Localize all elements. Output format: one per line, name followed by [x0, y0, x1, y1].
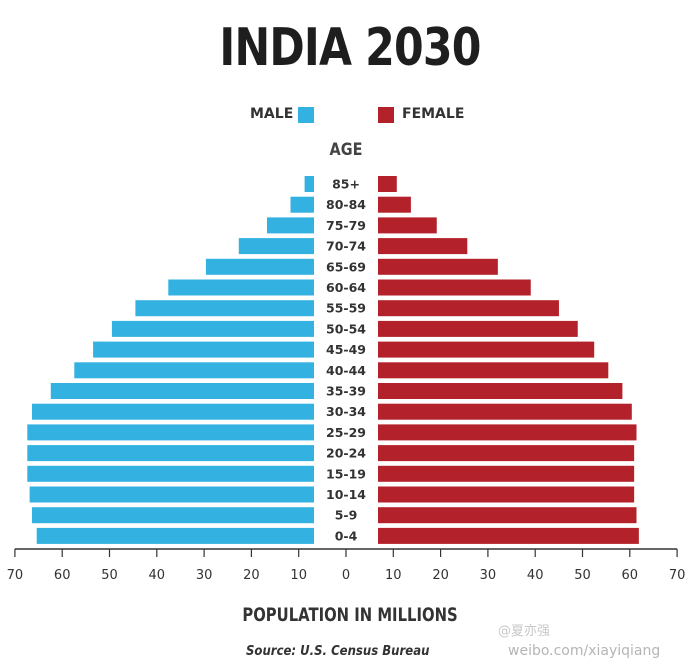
female-bar-50-54	[378, 320, 578, 337]
male-bar-40-44	[74, 362, 314, 379]
male-bar-20-24	[27, 445, 315, 462]
female-bar-0-4	[378, 527, 639, 544]
x-tick-label: 40	[527, 568, 544, 583]
female-bar-55-59	[378, 300, 559, 317]
male-bar-65-69	[205, 258, 314, 275]
female-bar-30-34	[378, 403, 632, 420]
age-label-40-44: 40-44	[326, 363, 366, 378]
female-bar-65-69	[378, 258, 498, 275]
male-bar-25-29	[27, 424, 315, 441]
x-tick-label: 20	[432, 568, 449, 583]
female-bar-25-29	[378, 424, 637, 441]
x-tick-label: 40	[149, 568, 166, 583]
male-bars	[27, 176, 315, 544]
chart-title: INDIA 2030	[219, 18, 481, 78]
female-bar-70-74	[378, 238, 468, 255]
female-bars	[378, 176, 639, 544]
male-bar-30-34	[32, 403, 314, 420]
x-tick-label: 60	[622, 568, 639, 583]
age-label-10-14: 10-14	[326, 487, 366, 502]
age-label-65-69: 65-69	[326, 259, 366, 274]
x-tick-label: 10	[290, 568, 307, 583]
legend-male-label: MALE	[250, 106, 294, 122]
x-axis: 70 60 50 40 30 20 10 0 10 20 30 40 50 60 70	[7, 548, 686, 583]
x-tick-label: 70	[669, 568, 686, 583]
male-bar-75-79	[267, 217, 314, 234]
age-label-35-39: 35-39	[326, 384, 366, 399]
female-bar-80-84	[378, 196, 411, 213]
female-bar-20-24	[378, 445, 635, 462]
x-tick-label: 30	[480, 568, 497, 583]
age-label-60-64: 60-64	[326, 280, 366, 295]
age-axis-label: AGE	[329, 140, 363, 160]
male-bar-85+	[304, 176, 314, 192]
male-bar-50-54	[111, 320, 315, 337]
legend-female-label: FEMALE	[402, 106, 465, 122]
legend-male-swatch	[298, 107, 314, 123]
x-axis-title: POPULATION IN MILLIONS	[242, 604, 458, 626]
age-label-30-34: 30-34	[326, 404, 366, 419]
watermark-url: weibo.com/xiayiqiang	[508, 643, 661, 659]
female-bar-35-39	[378, 383, 623, 399]
x-tick-label: 30	[196, 568, 213, 583]
female-bar-60-64	[378, 279, 531, 296]
male-bar-5-9	[32, 507, 314, 524]
age-label-75-79: 75-79	[326, 218, 366, 233]
female-bar-75-79	[378, 217, 437, 234]
male-bar-70-74	[238, 238, 314, 255]
male-bar-60-64	[168, 279, 314, 296]
age-label-0-4: 0-4	[335, 528, 358, 543]
age-label-25-29: 25-29	[326, 425, 366, 440]
male-bar-80-84	[290, 196, 314, 213]
x-tick-label: 70	[7, 568, 24, 583]
male-bar-10-14	[29, 486, 315, 503]
population-pyramid-chart: 85+ 80-84 75-79 70-74 65-69 60-64 55-59 50-54 45…	[7, 176, 686, 583]
age-label-5-9: 5-9	[335, 508, 358, 523]
x-tick-label: 60	[54, 568, 71, 583]
male-bar-15-19	[27, 465, 315, 482]
female-bar-85+	[378, 176, 397, 192]
x-tick-label: 50	[101, 568, 118, 583]
source-note: Source: U.S. Census Bureau	[246, 644, 430, 659]
age-group-labels: 85+ 80-84 75-79 70-74 65-69 60-64 55-59 50-54 45…	[326, 177, 366, 544]
age-label-85+: 85+	[332, 177, 360, 192]
age-label-70-74: 70-74	[326, 239, 366, 254]
age-label-20-24: 20-24	[326, 446, 366, 461]
x-tick-label: 10	[385, 568, 402, 583]
watermark-handle: @夏亦强	[498, 624, 551, 639]
female-bar-5-9	[378, 507, 637, 524]
male-bar-35-39	[50, 383, 315, 399]
age-label-80-84: 80-84	[326, 197, 366, 212]
female-bar-15-19	[378, 465, 635, 482]
male-bar-0-4	[36, 527, 314, 544]
age-label-45-49: 45-49	[326, 342, 366, 357]
female-bar-10-14	[378, 486, 635, 503]
age-label-55-59: 55-59	[326, 301, 366, 316]
x-tick-label: 20	[243, 568, 260, 583]
age-label-15-19: 15-19	[326, 466, 366, 481]
female-bar-40-44	[378, 362, 609, 379]
male-bar-55-59	[135, 300, 314, 317]
age-label-50-54: 50-54	[326, 321, 366, 336]
female-bar-45-49	[378, 341, 595, 358]
x-tick-label: 0	[342, 568, 350, 583]
x-tick-label: 50	[574, 568, 591, 583]
legend-female-swatch	[378, 107, 394, 123]
male-bar-45-49	[93, 341, 314, 358]
